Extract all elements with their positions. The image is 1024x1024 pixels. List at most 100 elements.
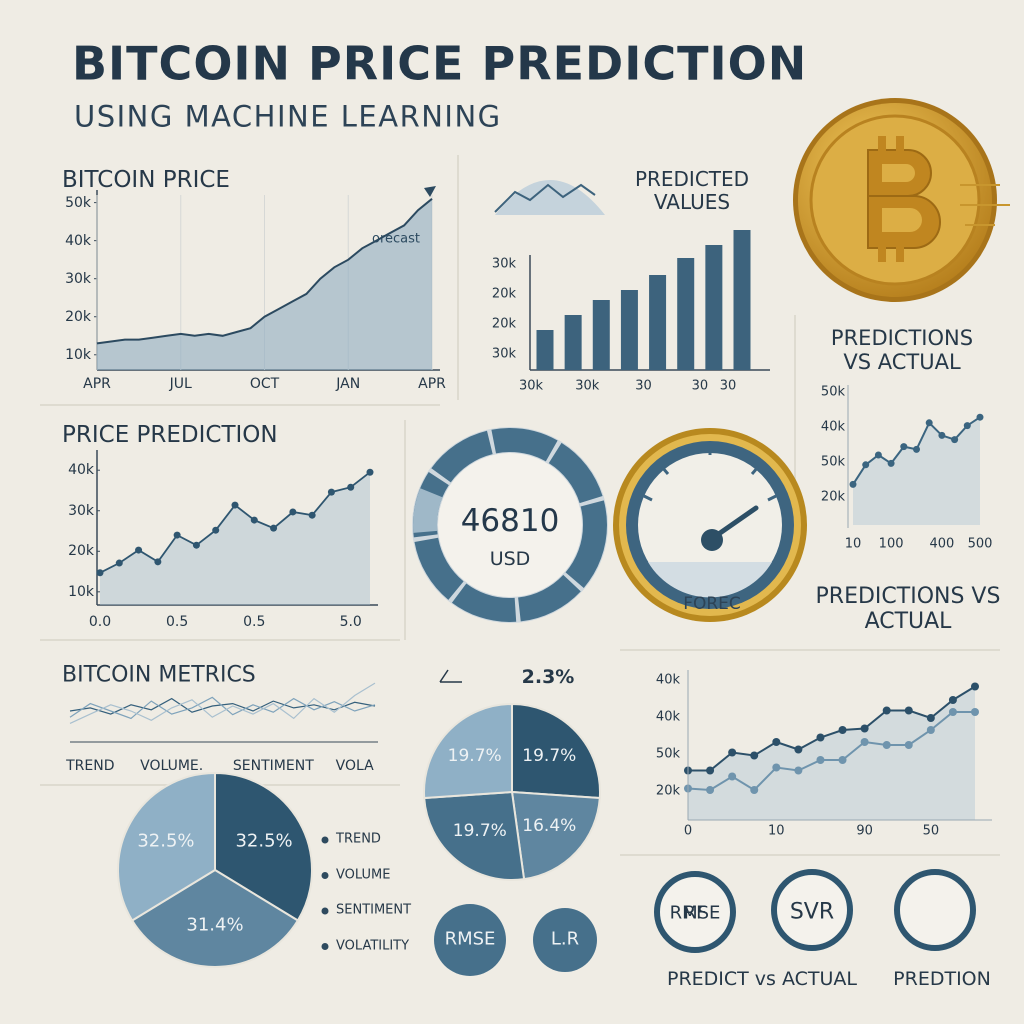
point [706,786,715,794]
point [173,531,181,539]
y-tick-label: 30k [65,270,91,287]
value-label: 19.7% [522,746,577,767]
gauge-label: FOREC [683,594,741,615]
point [963,422,971,430]
bitcoin-coin [793,98,1010,302]
chart-title: BITCOIN METRICS [62,662,256,688]
point [794,745,803,754]
value-label: 16.4% [522,816,577,837]
y-tick-label: 50k [655,746,680,762]
point [308,511,316,519]
x-tick-label: JAN [336,375,361,392]
point [874,451,882,459]
line [69,697,376,715]
bar [536,330,554,370]
point [948,696,957,704]
y-tick-label: 20k [491,316,516,332]
legend-dot [321,907,329,915]
badges [434,869,976,976]
point [838,756,847,764]
x-tick-label: 90 [856,823,873,839]
point [882,741,891,749]
point [250,516,258,524]
point [231,501,239,509]
point [347,483,355,491]
chart-title: PREDICTIONS VS ACTUAL [815,584,1001,635]
point [860,724,869,733]
y-tick-label: 50k [820,454,845,470]
point [270,524,278,532]
x-tick-label: APR [83,375,111,392]
point [849,480,857,488]
y-tick-label: 20k [68,543,94,560]
caption: PREDTION [893,968,991,991]
x-tick-label: VOLA [335,757,374,774]
pie-slice [117,771,216,922]
point [860,738,869,746]
point [115,559,123,567]
point [750,751,759,760]
point [925,419,933,427]
point [887,459,895,467]
point [900,443,908,451]
x-tick-label: 50 [922,823,940,839]
pie-slice [510,790,601,881]
value-label: 31.4% [186,914,244,936]
line [69,682,376,724]
gauge-unit: USD [489,548,531,571]
point [971,682,979,691]
point [327,488,335,496]
point [971,708,979,716]
x-tick-label: TREND [66,757,115,774]
y-tick-label: 10k [65,346,91,363]
chart-title: BITCOIN PRICE [62,166,230,193]
badge-label: SVR [789,899,835,925]
value-label: 19.7% [452,820,507,841]
pie-slice [511,702,601,800]
x-tick-label: 10 [844,536,862,552]
y-tick-label: 10k [68,583,94,600]
value-label: 19.7% [447,746,502,767]
pie-slice [423,702,513,800]
point [838,726,847,734]
point [938,431,946,439]
badge-label: RF [683,902,707,924]
y-tick-label: 40k [65,232,91,249]
point [862,461,870,469]
y-tick-label: 20k [820,489,845,505]
forecast-gauge [613,428,807,622]
point [926,714,935,722]
area [688,686,975,820]
gauge-value: 46810 [460,503,560,540]
point [976,413,984,421]
legend-label: TREND [336,831,381,847]
value-ring [412,427,608,623]
point [750,786,759,794]
legend-dot [321,872,329,879]
legend-label: VOLATILITY [336,938,410,954]
x-tick-label: VOLUME. [140,757,204,774]
point [772,763,781,772]
x-tick-label: 10 [768,823,785,839]
point [96,569,104,577]
point [951,436,959,444]
x-tick-label: 0.0 [88,613,112,630]
icon [439,669,462,683]
badge-label: L.R [550,928,580,950]
x-tick-label: 30 [719,378,737,394]
line [687,711,975,792]
point [882,706,891,715]
legend-label: VOLUME [336,867,391,883]
bar [705,245,723,370]
point [212,526,220,534]
x-tick-label: SENTIMENT [232,757,314,774]
change-label: 2.3% [521,666,575,689]
point [794,766,803,775]
value-label: 32.5% [235,831,293,853]
point [926,726,935,734]
y-tick-label: 40k [820,419,845,435]
annotation: orecast [372,231,420,247]
y-tick-label: 40k [68,462,94,479]
point [904,706,913,715]
